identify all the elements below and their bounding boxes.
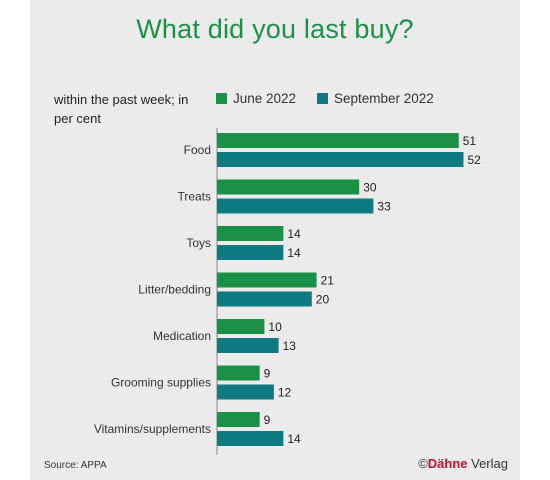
value-label: 14: [287, 432, 301, 446]
category-label: Medication: [153, 329, 211, 343]
bar-september: [217, 338, 279, 353]
source-note: Source: APPA: [44, 460, 107, 471]
bar-june: [217, 133, 459, 148]
publisher-brand: Dähne: [427, 456, 468, 471]
category-label: Food: [184, 143, 211, 157]
legend-label-september: September 2022: [334, 91, 434, 106]
bar-june: [217, 226, 284, 241]
legend-item-september: September 2022: [317, 91, 434, 106]
value-label: 10: [268, 320, 282, 334]
legend-swatch-june: [216, 93, 227, 104]
value-label: 9: [264, 367, 271, 381]
copyright-note: ©Dähne Verlag: [418, 456, 508, 471]
value-label: 14: [287, 227, 301, 241]
value-label: 52: [467, 153, 481, 167]
bar-september: [217, 291, 312, 307]
value-label: 12: [278, 386, 292, 400]
category-label: Treats: [177, 190, 211, 204]
value-label: 14: [287, 246, 301, 260]
chart-title: What did you last buy?: [136, 14, 414, 44]
bar-september: [217, 384, 274, 400]
legend-label-june: June 2022: [233, 91, 297, 106]
copyright-symbol: ©: [418, 456, 428, 471]
value-label: 13: [283, 339, 297, 353]
legend-item-june: June 2022: [216, 91, 296, 106]
value-label: 20: [316, 293, 330, 307]
value-label: 30: [363, 181, 377, 195]
bar-september: [217, 245, 284, 260]
bar-june: [217, 365, 260, 381]
bar-june: [217, 179, 360, 195]
category-label: Vitamins/supplements: [94, 422, 211, 436]
value-label: 33: [377, 200, 391, 214]
bar-september: [217, 152, 464, 167]
category-label: Litter/bedding: [138, 283, 211, 297]
bar-september: [217, 198, 374, 214]
bar-june: [217, 412, 260, 427]
bar-june: [217, 272, 317, 288]
value-label: 51: [463, 134, 477, 148]
value-label: 9: [264, 413, 271, 427]
category-label: Toys: [186, 236, 211, 250]
chart-subtitle: within the past week; in per cent: [54, 92, 189, 126]
legend-swatch-september: [317, 93, 328, 104]
category-label: Grooming supplies: [111, 376, 211, 390]
value-label: 21: [321, 274, 335, 288]
bar-september: [217, 431, 284, 446]
publisher-suffix: Verlag: [467, 456, 508, 471]
bar-june: [217, 319, 265, 334]
